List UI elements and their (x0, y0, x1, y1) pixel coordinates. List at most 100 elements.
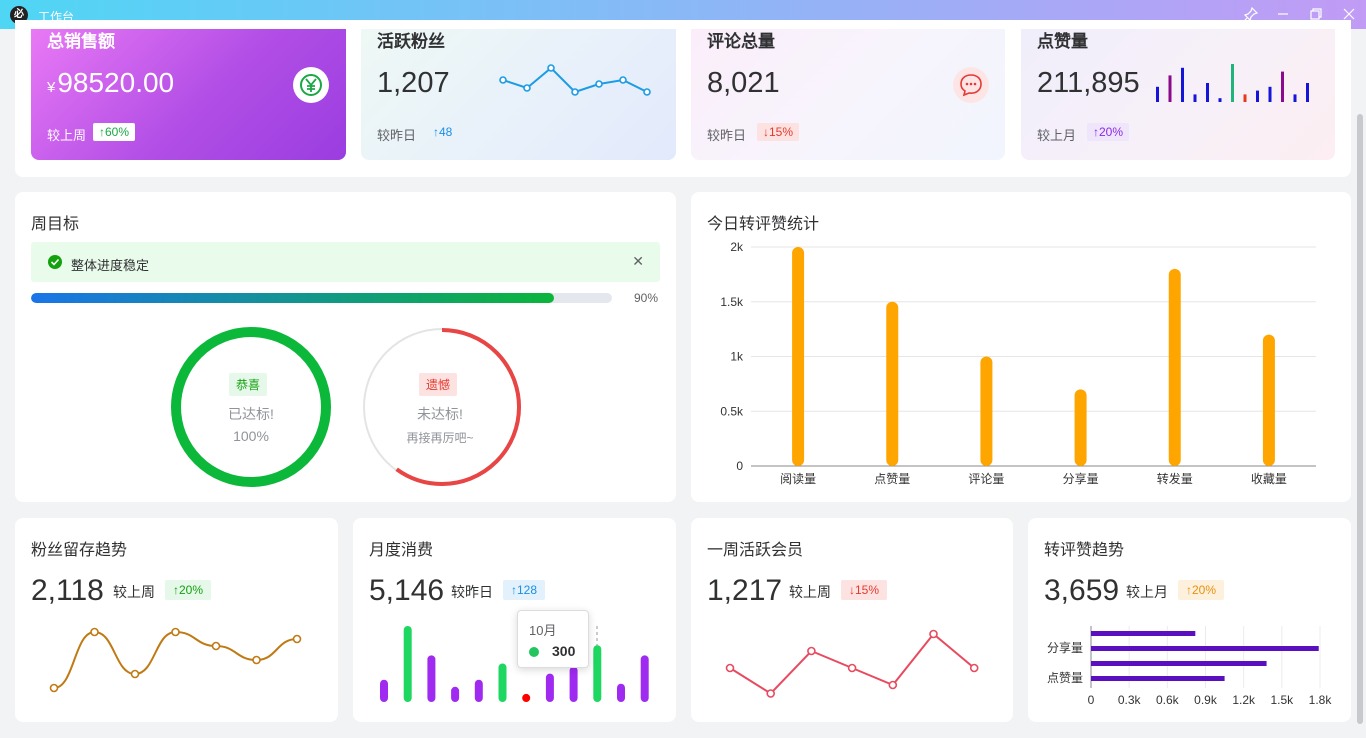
stat-compare: 较上月 (1037, 128, 1077, 143)
x-tick-label: 收藏量 (1251, 472, 1287, 486)
metric-compare: 较昨日 (451, 584, 493, 600)
stat-badge: ↑60% (93, 123, 136, 141)
likes-minibars (1156, 64, 1309, 102)
sparkline-point (499, 76, 507, 84)
y-tick-label: 0.5k (720, 404, 744, 418)
fail-ring (363, 328, 521, 486)
stat-value: ¥98520.00 (47, 67, 175, 98)
stat-card-sales[interactable]: 总销售额 ¥98520.00 较上周 ↑60% (31, 29, 346, 160)
x-tick-label: 1.2k (1232, 693, 1256, 707)
success-ring (171, 327, 331, 487)
success-tag: 恭喜 (229, 373, 268, 396)
fail-subtext: 再接再厉吧~ (406, 431, 474, 445)
bar (640, 655, 649, 702)
metric-compare: 较上周 (113, 584, 155, 600)
scrollbar[interactable] (1352, 29, 1366, 738)
success-text: 已达标! (228, 406, 274, 422)
y-tick-label: 2k (730, 240, 744, 254)
metric-value: 5,146 (369, 574, 445, 607)
fail-text: 未达标! (417, 406, 463, 422)
card-title: 今日转评赞统计 (707, 216, 820, 233)
bar (1168, 268, 1181, 466)
x-tick-label: 点赞量 (874, 472, 910, 486)
bar (522, 693, 531, 702)
curve-point (171, 627, 180, 637)
stat-title: 评论总量 (707, 32, 775, 51)
bar (569, 666, 578, 702)
mini-bar (1243, 94, 1247, 102)
bar (593, 645, 602, 702)
y-tick-label: 0 (736, 459, 743, 473)
y-tick-label: 分享量 (1047, 640, 1083, 655)
y-tick-label: 1k (730, 350, 744, 364)
metric-compare: 较上周 (789, 584, 831, 600)
fans-curve-chart (49, 627, 302, 693)
check-circle-icon (48, 255, 62, 269)
progress-bar (31, 293, 612, 303)
fans-sparkline (499, 64, 651, 96)
x-tick-label: 评论量 (968, 472, 1004, 486)
x-tick-label: 0.3k (1118, 693, 1142, 707)
engagement-trend-panel: 转评赞趋势 3,659 较上月 ↑20% 0 0.3k 0.6k 0.9k 1.2k 1.… (1028, 518, 1351, 722)
metric-badge: ↑20% (1178, 580, 1225, 600)
minimize-button[interactable] (1272, 4, 1294, 24)
x-tick-label: 0.6k (1156, 693, 1180, 707)
hbar (1091, 631, 1196, 636)
line-point (969, 663, 979, 673)
restore-button[interactable] (1305, 4, 1327, 24)
mini-bar (1218, 98, 1222, 102)
sparkline-point (523, 84, 531, 92)
metric-value: 3,659 (1044, 574, 1120, 607)
monthly-bar-chart (380, 626, 649, 702)
today-chart-panel: 今日转评赞统计 0 0.5k 1k 1.5k 2k 阅读量 点赞量 评论量 分享量 转发量 收藏量 (691, 192, 1351, 502)
stat-title: 总销售额 (47, 32, 115, 51)
curve-point (49, 683, 59, 693)
monthly-spend-panel: 月度消费 5,146 较昨日 ↑128 (353, 518, 676, 722)
tooltip-value: 300 (552, 643, 576, 659)
line-point (888, 680, 898, 690)
stat-compare: 较昨日 (707, 128, 747, 143)
bar (617, 683, 625, 702)
x-tick-label: 分享量 (1063, 471, 1099, 486)
fans-retention-panel: 粉丝留存趋势 2,118 较上周 ↑20% (15, 518, 338, 722)
bar (1074, 389, 1087, 466)
metric-value: 1,217 (707, 574, 783, 607)
sparkline-point (547, 64, 555, 72)
hbar (1091, 676, 1225, 681)
x-tick-label: 0 (1088, 693, 1095, 707)
close-icon (1343, 8, 1355, 20)
mini-bar (1268, 86, 1272, 102)
x-tick-label: 阅读量 (780, 472, 816, 486)
fail-tag: 遗憾 (419, 373, 458, 396)
line-point (766, 689, 775, 698)
success-percent: 100% (233, 428, 269, 444)
metric-compare: 较上月 (1126, 584, 1168, 600)
progress-label: 90% (634, 291, 659, 305)
y-tick-label: 点赞量 (1047, 671, 1083, 685)
sparkline-point (595, 80, 603, 88)
restore-icon (1310, 8, 1322, 20)
stat-card-likes[interactable]: 点赞量 211,895 较上月 ↑20% (1021, 29, 1335, 160)
close-button[interactable] (1338, 4, 1360, 24)
x-tick-label: 1.8k (1309, 693, 1333, 707)
line-point (725, 663, 735, 673)
metric-badge: ↑128 (503, 580, 546, 600)
stat-card-fans[interactable]: 活跃粉丝 1,207 较昨日 ↑48 (361, 29, 676, 160)
hbar (1091, 646, 1319, 651)
scroll-thumb[interactable] (1357, 114, 1363, 724)
stat-card-comments[interactable]: 评论总量 8,021 较昨日 ↓15% (691, 29, 1005, 160)
stat-compare: 较昨日 (377, 128, 417, 143)
today-bar-chart: 0 0.5k 1k 1.5k 2k 阅读量 点赞量 评论量 分享量 转发量 收藏量 (720, 240, 1316, 486)
minimize-icon (1278, 13, 1288, 15)
line-point (929, 629, 938, 639)
bar (403, 626, 412, 702)
sparkline-point (619, 76, 627, 84)
alert-close-icon[interactable]: ✕ (632, 253, 644, 269)
stat-badge: ↑20% (1087, 123, 1130, 141)
tooltip-dot (529, 647, 539, 657)
bar (1262, 334, 1275, 466)
stat-badge: ↑48 (433, 125, 453, 139)
alert-text: 整体进度稳定 (71, 258, 150, 273)
yen-circle-icon (293, 67, 329, 103)
card-title: 粉丝留存趋势 (31, 542, 128, 559)
